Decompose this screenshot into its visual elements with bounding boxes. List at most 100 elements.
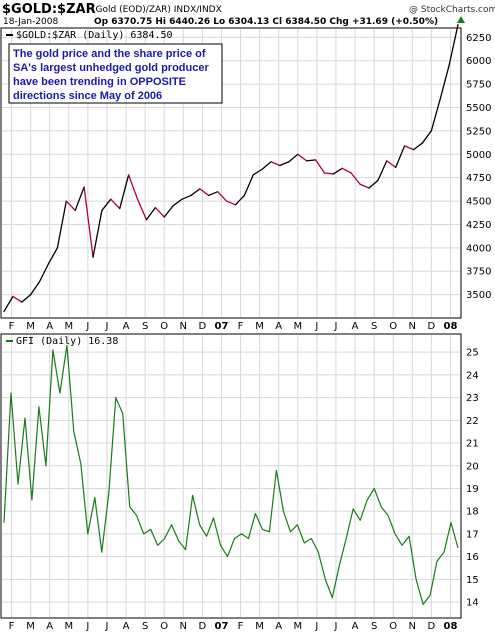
gold-segment xyxy=(430,98,441,132)
gold-segment xyxy=(74,186,85,212)
x-tick-label: M xyxy=(293,621,302,632)
gold-segment xyxy=(439,64,450,100)
y-tick-label: 4750 xyxy=(466,173,491,184)
x-tick-label: J xyxy=(85,321,89,332)
x-tick-label: 08 xyxy=(443,621,457,632)
x-tick-label: D xyxy=(199,621,207,632)
x-tick-label: S xyxy=(142,321,148,332)
annotation-line-1: The gold price and the share price of xyxy=(13,48,206,60)
x-tick-label: N xyxy=(409,321,416,332)
ohlc-readout: Op 6370.75 Hi 6440.26 Lo 6304.13 Cl 6384… xyxy=(94,17,438,27)
x-tick-label: A xyxy=(123,321,130,332)
gold-segment xyxy=(47,247,59,265)
x-tick-label: N xyxy=(180,321,187,332)
gold-segment xyxy=(261,161,272,170)
chart-description: (Gold (EOD)/ZAR) INDX/INDX xyxy=(92,5,222,15)
gold-segment xyxy=(323,172,335,175)
x-tick-label: O xyxy=(160,321,168,332)
gold-segment xyxy=(12,295,23,303)
x-tick-label: 07 xyxy=(214,621,228,632)
y-tick-label: 23 xyxy=(466,393,479,404)
gfi-panel-x-axis: F M A M J J A S O N D 07 F M A M J J A S O N D 08 xyxy=(9,621,458,632)
gold-segment xyxy=(288,153,299,163)
gold-segment xyxy=(3,295,14,313)
gold-segment xyxy=(136,198,148,221)
gfi-line xyxy=(3,344,459,606)
chart-date: 18-Jan-2008 xyxy=(3,17,59,27)
y-tick-label: 4500 xyxy=(466,197,491,208)
x-tick-label: N xyxy=(180,621,187,632)
gold-segment xyxy=(30,280,41,296)
x-tick-label: M xyxy=(64,321,73,332)
gold-segment xyxy=(172,198,183,207)
gold-segment xyxy=(448,24,459,67)
y-tick-label: 16 xyxy=(466,552,479,563)
x-tick-label: M xyxy=(26,621,35,632)
gfi-panel-frame xyxy=(0,333,462,619)
gold-segment xyxy=(234,194,246,206)
x-tick-label: A xyxy=(275,621,282,632)
x-tick-label: A xyxy=(46,321,53,332)
annotation-line-4: directions since May of 2006 xyxy=(13,90,162,102)
gold-segment xyxy=(119,174,130,210)
x-tick-label: A xyxy=(123,621,130,632)
gold-segment xyxy=(127,174,139,200)
y-tick-label: 5500 xyxy=(466,103,491,114)
x-tick-label: J xyxy=(104,321,108,332)
y-tick-label: 6000 xyxy=(466,56,491,67)
x-tick-label: O xyxy=(160,621,168,632)
x-tick-label: M xyxy=(255,621,264,632)
gold-legend-label: $GOLD:$ZAR (Daily) 6384.50 xyxy=(16,30,173,41)
x-tick-label: D xyxy=(199,321,207,332)
gold-segment xyxy=(279,161,290,167)
gold-segment xyxy=(359,183,370,189)
y-tick-label: 4250 xyxy=(466,220,491,231)
gfi-panel-y-axis: 14 15 16 17 18 19 20 21 22 23 24 25 xyxy=(466,348,479,609)
x-tick-label: F xyxy=(238,321,244,332)
gold-segment xyxy=(83,186,94,258)
gold-segment xyxy=(154,206,165,218)
gold-segment xyxy=(386,160,397,169)
x-tick-label: D xyxy=(428,321,436,332)
gold-segment xyxy=(314,159,326,174)
gold-segment xyxy=(252,168,263,176)
y-tick-label: 18 xyxy=(466,507,479,518)
gold-segment xyxy=(101,198,112,212)
x-tick-label: 08 xyxy=(443,321,457,332)
gold-segment xyxy=(181,194,192,200)
watermark: @ StockCharts.com xyxy=(409,5,495,15)
up-triangle-icon xyxy=(457,16,465,23)
x-tick-label: J xyxy=(104,621,108,632)
gold-segment xyxy=(56,200,67,249)
gold-segment xyxy=(297,153,308,162)
x-tick-label: S xyxy=(371,321,377,332)
annotation-line-3: have been trending in OPPOSITE xyxy=(13,76,186,88)
x-tick-label: O xyxy=(389,321,397,332)
y-tick-label: 3500 xyxy=(466,290,491,301)
x-tick-label: S xyxy=(371,621,377,632)
gold-segment xyxy=(110,198,121,210)
x-tick-label: 07 xyxy=(214,321,228,332)
gold-segment xyxy=(368,179,379,189)
gold-segment xyxy=(92,209,103,258)
x-tick-label: J xyxy=(333,321,337,332)
x-tick-label: J xyxy=(85,621,89,632)
x-tick-label: F xyxy=(238,621,244,632)
x-tick-label: M xyxy=(255,321,264,332)
y-tick-label: 3750 xyxy=(466,267,491,278)
gold-segment xyxy=(38,263,50,283)
gold-segment xyxy=(395,145,406,169)
chart-ticker: $GOLD:$ZAR xyxy=(2,2,96,17)
x-tick-label: O xyxy=(389,621,397,632)
gfi-panel-grid xyxy=(2,335,460,617)
x-tick-label: M xyxy=(26,321,35,332)
y-tick-label: 5250 xyxy=(466,126,491,137)
x-tick-label: M xyxy=(293,321,302,332)
y-tick-label: 5750 xyxy=(466,80,491,91)
gold-segment xyxy=(412,142,424,151)
gold-segment xyxy=(225,200,237,206)
gold-segment xyxy=(145,206,156,221)
gold-segment xyxy=(208,191,219,197)
gold-segment xyxy=(306,159,317,162)
annotation-line-2: SA's largest unhedged gold producer xyxy=(13,62,209,74)
